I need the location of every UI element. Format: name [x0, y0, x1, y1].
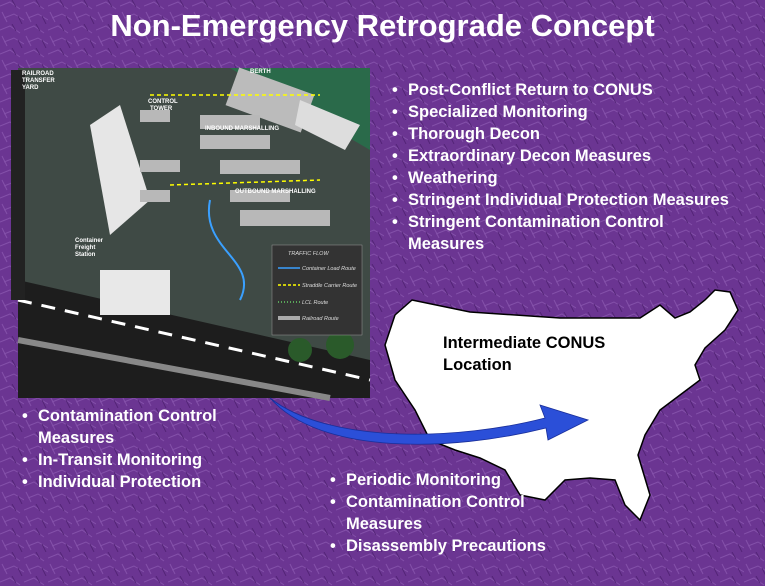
label: OUTBOUND MARSHALLING	[235, 189, 316, 195]
port-illustration: RAILROAD TRANSFER YARD BERTH CONTROL TOW…	[11, 67, 371, 401]
bullet: Stringent Individual Protection Measures	[392, 189, 744, 211]
label: CONTROL	[148, 99, 178, 105]
legend-title: TRAFFIC FLOW	[288, 251, 329, 257]
label: BERTH	[250, 69, 271, 75]
label: TRANSFER	[22, 78, 55, 84]
bullet-list: Periodic Monitoring Contamination Contro…	[330, 469, 590, 557]
bullet-list: Post-Conflict Return to CONUS Specialize…	[392, 79, 744, 255]
label: TOWER	[150, 106, 173, 112]
bullet: Disassembly Precautions	[330, 535, 590, 557]
bullet: Periodic Monitoring	[330, 469, 590, 491]
legend-item: Railroad Route	[302, 316, 339, 322]
label: RAILROAD	[22, 71, 54, 77]
bullet: Extraordinary Decon Measures	[392, 145, 744, 167]
legend-item: LCL Route	[302, 300, 328, 306]
label: Station	[75, 252, 96, 258]
bullet: Weathering	[392, 167, 744, 189]
legend-item: Straddle Carrier Route	[302, 283, 357, 289]
us-map	[384, 289, 739, 522]
bullet: Contamination Control Measures	[22, 405, 272, 449]
bullet-list: Contamination Control Measures In-Transi…	[22, 405, 272, 493]
bullet: Thorough Decon	[392, 123, 744, 145]
bullet: Post-Conflict Return to CONUS	[392, 79, 744, 101]
bullet: Individual Protection	[22, 471, 272, 493]
slide-title: Non-Emergency Retrograde Concept	[110, 8, 655, 43]
label: Container	[75, 238, 104, 244]
flow-arrow	[269, 397, 590, 445]
bullet: Contamination Control Measures	[330, 491, 590, 535]
bullet: Specialized Monitoring	[392, 101, 744, 123]
label: INBOUND MARSHALLING	[205, 126, 279, 132]
label: Freight	[75, 245, 95, 251]
legend-item: Container Load Route	[302, 266, 356, 272]
map-label: Intermediate CONUS Location	[443, 334, 606, 374]
label: YARD	[22, 85, 39, 91]
bullet: In-Transit Monitoring	[22, 449, 272, 471]
bullet: Stringent Contamination Control Measures	[392, 211, 744, 255]
